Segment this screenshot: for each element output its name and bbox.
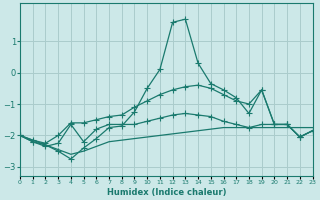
X-axis label: Humidex (Indice chaleur): Humidex (Indice chaleur) <box>107 188 226 197</box>
